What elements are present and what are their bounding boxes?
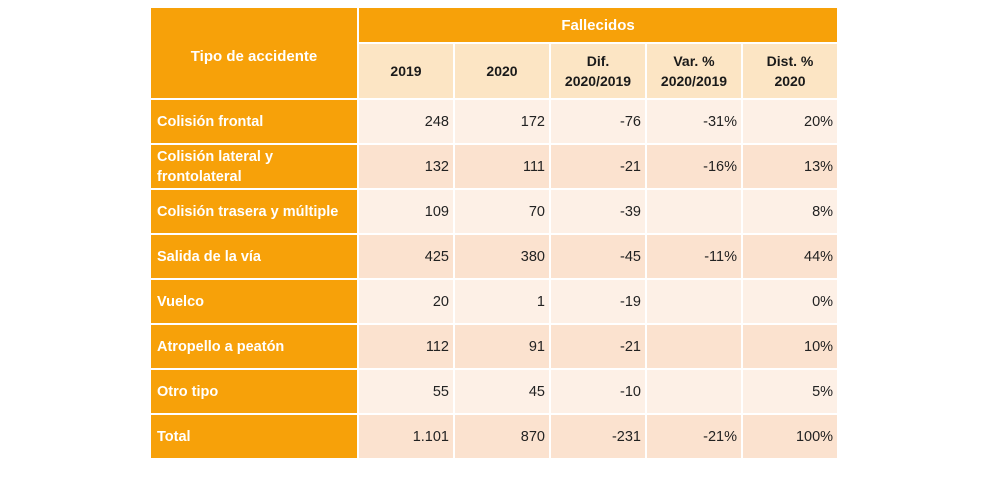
fatalities-table: Tipo de accidente Fallecidos 2019 2020 D… (151, 8, 840, 460)
table-row: Atropello a peatón 112 91 -21 10% (151, 325, 840, 370)
table-row: Colisión trasera y múltiple 109 70 -39 8% (151, 190, 840, 235)
table-cell: 870 (455, 415, 551, 460)
table-cell: -10 (551, 370, 647, 415)
row-label: Otro tipo (151, 370, 359, 415)
table-row: Vuelco 20 1 -19 0% (151, 280, 840, 325)
row-label: Total (151, 415, 359, 460)
column-header-line: Dif. 2020/2019 (564, 53, 632, 89)
table-cell: 55 (359, 370, 455, 415)
column-header: Dist. % 2020 (743, 44, 840, 100)
table-cell: -19 (551, 280, 647, 325)
table-row: Salida de la vía 425 380 -45 -11% 44% (151, 235, 840, 280)
table-cell: -231 (551, 415, 647, 460)
column-header-line: Dist. % 2020 (766, 53, 814, 89)
row-header-title: Tipo de accidente (151, 8, 359, 100)
table-cell: 380 (455, 235, 551, 280)
table-cell: 8% (743, 190, 840, 235)
table-cell: 91 (455, 325, 551, 370)
table-cell: 100% (743, 415, 840, 460)
table-row: Otro tipo 55 45 -10 5% (151, 370, 840, 415)
table-cell: 70 (455, 190, 551, 235)
table-cell: 248 (359, 100, 455, 145)
table-cell (647, 325, 743, 370)
row-label: Colisión lateral y frontolateral (151, 145, 359, 190)
table-cell: 0% (743, 280, 840, 325)
table-cell: 20 (359, 280, 455, 325)
table-cell: -16% (647, 145, 743, 190)
table-cell (647, 280, 743, 325)
table-cell: 1 (455, 280, 551, 325)
table-cell: 132 (359, 145, 455, 190)
table-cell: 109 (359, 190, 455, 235)
row-label: Colisión frontal (151, 100, 359, 145)
table-cell: 44% (743, 235, 840, 280)
row-label: Colisión trasera y múltiple (151, 190, 359, 235)
group-header: Fallecidos (359, 8, 840, 44)
table-cell: 5% (743, 370, 840, 415)
table-cell: 425 (359, 235, 455, 280)
table-cell: -76 (551, 100, 647, 145)
table-row: Colisión frontal 248 172 -76 -31% 20% (151, 100, 840, 145)
table-row: Total 1.101 870 -231 -21% 100% (151, 415, 840, 460)
table-cell: -21 (551, 325, 647, 370)
column-header: Dif. 2020/2019 (551, 44, 647, 100)
table-cell: -21% (647, 415, 743, 460)
row-label: Atropello a peatón (151, 325, 359, 370)
table-cell: 13% (743, 145, 840, 190)
table-cell (647, 370, 743, 415)
row-label: Salida de la vía (151, 235, 359, 280)
table-body: Colisión frontal 248 172 -76 -31% 20% Colisión… (151, 100, 840, 460)
table-cell: -45 (551, 235, 647, 280)
table-cell (647, 190, 743, 235)
row-label: Vuelco (151, 280, 359, 325)
column-header: 2019 (359, 44, 455, 100)
table-cell: 112 (359, 325, 455, 370)
table-cell: -31% (647, 100, 743, 145)
table-cell: 172 (455, 100, 551, 145)
table-cell: -11% (647, 235, 743, 280)
table-cell: -21 (551, 145, 647, 190)
table-cell: 1.101 (359, 415, 455, 460)
table-cell: 45 (455, 370, 551, 415)
table-cell: 10% (743, 325, 840, 370)
table-cell: 111 (455, 145, 551, 190)
table-cell: -39 (551, 190, 647, 235)
table-row: Colisión lateral y frontolateral 132 111 -2… (151, 145, 840, 190)
column-header: Var. % 2020/2019 (647, 44, 743, 100)
table-cell: 20% (743, 100, 840, 145)
column-header: 2020 (455, 44, 551, 100)
column-header-line: Var. % 2020/2019 (660, 53, 728, 89)
